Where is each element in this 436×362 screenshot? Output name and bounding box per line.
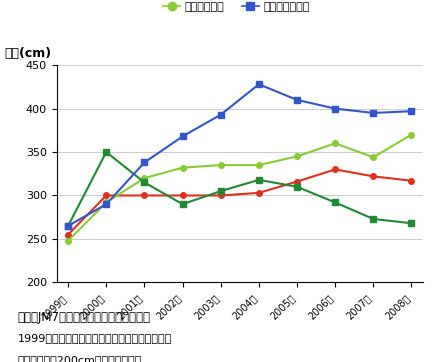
「ふじ」対照 xyxy=(104,200,109,205)
「ふじ」低樹高 xyxy=(333,167,338,172)
Text: 図１　JM7台木を用いた樹高の年次変化: 図１ JM7台木を用いた樹高の年次変化 xyxy=(17,311,150,324)
Line: 「ふじ」低樹高: 「ふじ」低樹高 xyxy=(65,167,414,237)
「ふじ」対照 xyxy=(256,163,262,167)
「つがる」低樹高 xyxy=(65,224,71,228)
「ふじ」低樹高 xyxy=(371,174,376,178)
「ふじ」対照 xyxy=(65,239,71,243)
Line: 「つがる」対照: 「つがる」対照 xyxy=(65,81,414,229)
「つがる」低樹高 xyxy=(218,189,223,193)
「ふじ」低樹高 xyxy=(294,180,300,184)
「つがる」対照 xyxy=(333,106,338,111)
「つがる」対照 xyxy=(256,82,262,87)
「ふじ」対照 xyxy=(409,132,414,137)
「つがる」低樹高 xyxy=(180,202,185,206)
「つがる」低樹高 xyxy=(142,180,147,185)
「ふじ」対照 xyxy=(218,163,223,167)
「ふじ」対照 xyxy=(371,155,376,159)
Text: 主幹延長枝を200cmで切り返した。: 主幹延長枝を200cmで切り返した。 xyxy=(17,355,142,362)
「ふじ」低樹高 xyxy=(65,232,71,237)
「つがる」低樹高 xyxy=(409,221,414,226)
「つがる」低樹高 xyxy=(256,178,262,182)
「つがる」低樹高 xyxy=(371,217,376,221)
「つがる」対照 xyxy=(371,111,376,115)
「つがる」対照 xyxy=(65,224,71,228)
Text: 1999年に苗木定植。定植２年目の冬期剪定時に: 1999年に苗木定植。定植２年目の冬期剪定時に xyxy=(17,333,172,343)
「つがる」対照 xyxy=(218,113,223,117)
「ふじ」対照 xyxy=(333,141,338,146)
Text: 樹高(cm): 樹高(cm) xyxy=(4,47,51,60)
「ふじ」低樹高 xyxy=(256,191,262,195)
「ふじ」対照 xyxy=(142,176,147,180)
Line: 「つがる」低樹高: 「つがる」低樹高 xyxy=(65,149,414,229)
「ふじ」低樹高 xyxy=(180,193,185,198)
「つがる」対照 xyxy=(142,160,147,165)
「ふじ」低樹高 xyxy=(142,193,147,198)
「ふじ」低樹高 xyxy=(104,193,109,198)
「つがる」対照 xyxy=(104,202,109,206)
「つがる」対照 xyxy=(180,134,185,139)
「つがる」低樹高 xyxy=(104,150,109,154)
「ふじ」低樹高 xyxy=(409,178,414,183)
「ふじ」低樹高 xyxy=(218,193,223,198)
「つがる」対照 xyxy=(294,98,300,102)
「ふじ」対照 xyxy=(294,154,300,159)
「つがる」低樹高 xyxy=(333,200,338,205)
「ふじ」対照 xyxy=(180,165,185,170)
Line: 「ふじ」対照: 「ふじ」対照 xyxy=(65,132,414,243)
Legend: 「ふじ」低樹高, 「ふじ」対照, 「つがる」低樹高, 「つがる」対照: 「ふじ」低樹高, 「ふじ」対照, 「つがる」低樹高, 「つがる」対照 xyxy=(164,0,316,12)
「つがる」低樹高 xyxy=(294,185,300,189)
「つがる」対照 xyxy=(409,109,414,113)
